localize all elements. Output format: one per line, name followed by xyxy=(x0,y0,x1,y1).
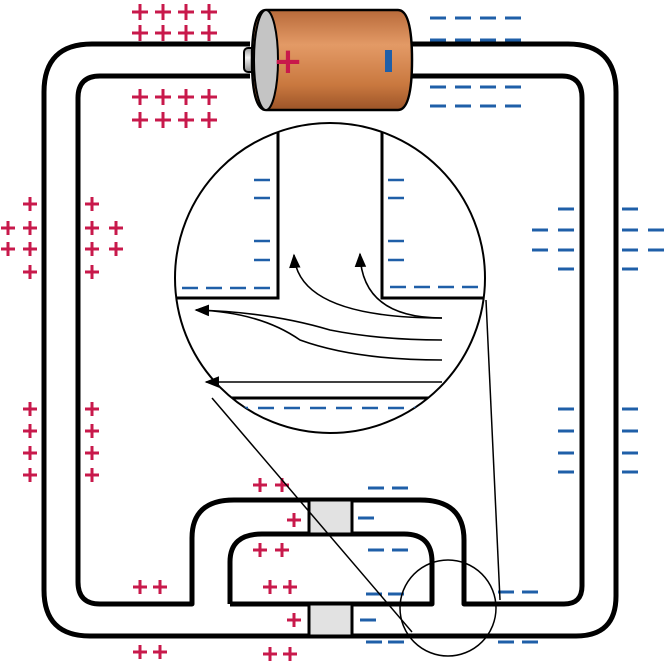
positive-charge-mark xyxy=(133,580,147,594)
positive-charge-mark xyxy=(155,112,171,128)
positive-charge-mark xyxy=(283,580,297,594)
positive-charge-mark xyxy=(253,543,267,557)
positive-charge-mark xyxy=(178,25,194,41)
positive-charge-mark xyxy=(23,197,37,211)
positive-charge-mark xyxy=(287,613,301,627)
positive-charge-mark xyxy=(1,221,15,235)
resistor-top xyxy=(307,498,354,536)
zoom-target-circle xyxy=(399,559,497,657)
positive-charge-mark xyxy=(23,446,37,460)
field-arrow-5 xyxy=(194,304,443,361)
positive-charge-mark xyxy=(109,242,123,256)
positive-charges xyxy=(1,4,301,661)
positive-charge-mark xyxy=(178,112,194,128)
positive-charge-mark xyxy=(263,580,277,594)
zoom-connector-lines xyxy=(211,299,501,633)
positive-charge-mark xyxy=(23,402,37,416)
field-arrows xyxy=(194,252,443,388)
positive-charge-mark xyxy=(132,89,148,105)
positive-charge-mark xyxy=(109,221,123,235)
battery-end xyxy=(253,9,279,111)
positive-charge-mark xyxy=(155,4,171,20)
positive-charge-mark xyxy=(155,89,171,105)
positive-charge-mark xyxy=(283,647,297,661)
positive-charge-mark xyxy=(178,4,194,20)
positive-charge-mark xyxy=(85,242,99,256)
positive-charge-mark xyxy=(201,4,217,20)
field-arrow-3 xyxy=(194,304,443,341)
positive-charge-mark xyxy=(153,580,167,594)
positive-charge-mark xyxy=(263,647,277,661)
positive-charge-mark xyxy=(153,645,167,659)
positive-charge-mark xyxy=(201,25,217,41)
battery-negative-symbol xyxy=(385,50,392,72)
positive-charge-mark xyxy=(85,424,99,438)
positive-charge-mark xyxy=(155,25,171,41)
field-arrow-1 xyxy=(289,253,443,319)
magnified-circle xyxy=(174,122,486,434)
positive-charge-mark xyxy=(1,242,15,256)
positive-charge-mark xyxy=(287,513,301,527)
positive-charge-mark xyxy=(275,543,289,557)
channel-right-wall xyxy=(380,123,485,300)
wire-inner-bend xyxy=(227,531,435,607)
positive-charge-mark xyxy=(133,645,147,659)
positive-charge-mark xyxy=(132,4,148,20)
positive-charge-mark xyxy=(85,446,99,460)
wire-outer-edge xyxy=(41,41,619,639)
positive-charge-mark xyxy=(85,197,99,211)
positive-charge-mark xyxy=(132,112,148,128)
positive-charge-mark xyxy=(23,242,37,256)
positive-charge-mark xyxy=(253,478,267,492)
battery-positive-symbol: + xyxy=(273,41,303,82)
positive-charge-mark xyxy=(23,221,37,235)
positive-charge-mark xyxy=(85,221,99,235)
positive-charge-mark xyxy=(201,112,217,128)
positive-charge-mark xyxy=(201,89,217,105)
resistor-bottom xyxy=(307,602,354,638)
negative-charges xyxy=(358,16,664,644)
battery-body xyxy=(250,8,414,112)
positive-charge-mark xyxy=(23,265,37,279)
positive-charge-mark xyxy=(23,468,37,482)
positive-charge-mark xyxy=(23,424,37,438)
magnified-view xyxy=(174,122,486,434)
battery: + xyxy=(243,8,414,112)
positive-charge-mark xyxy=(85,468,99,482)
positive-charge-mark xyxy=(178,89,194,105)
positive-charge-mark xyxy=(85,402,99,416)
field-arrow-2 xyxy=(354,252,443,319)
positive-charge-mark xyxy=(85,265,99,279)
positive-charge-mark xyxy=(132,25,148,41)
channel-left-wall xyxy=(175,123,280,300)
